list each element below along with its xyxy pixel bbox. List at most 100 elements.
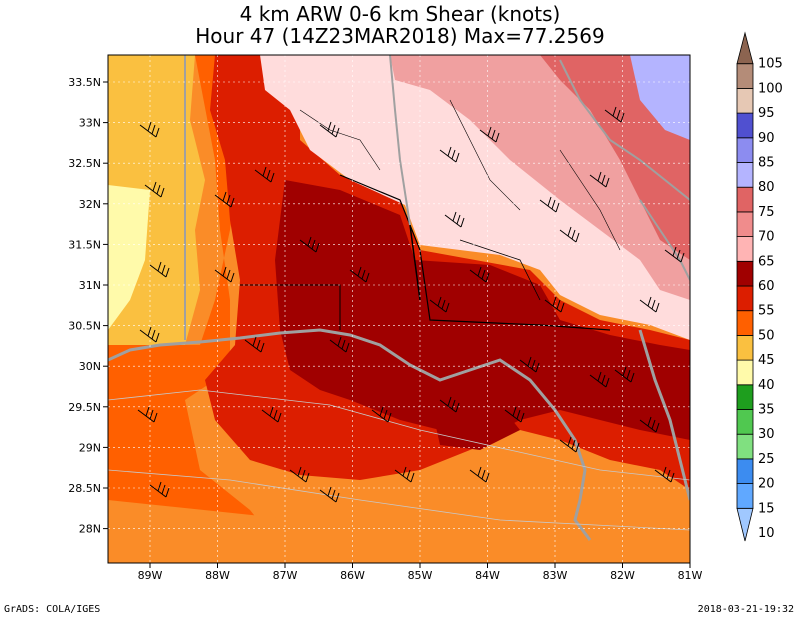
lat-label: 28.5N [68, 482, 101, 495]
colorbar-label: 60 [758, 279, 775, 294]
colorbar-swatch [736, 88, 754, 114]
wind-barb [139, 121, 160, 138]
colorbar-label: 70 [758, 230, 775, 245]
colorbar-swatch [736, 507, 754, 542]
colorbar-label: 80 [758, 180, 775, 195]
wind-barb [519, 356, 540, 373]
wind-barb [504, 406, 525, 423]
lon-label: 88W [205, 569, 230, 582]
map-fill [108, 55, 690, 563]
wind-barb [149, 261, 170, 278]
wind-barb [394, 466, 415, 483]
colorbar-label: 20 [758, 477, 775, 492]
chart-title: 4 km ARW 0-6 km Shear (knots) [239, 2, 561, 26]
wind-barb [559, 436, 580, 453]
wind-barb [664, 246, 685, 263]
colorbar-label: 40 [758, 378, 775, 393]
colorbar-swatch [736, 409, 754, 435]
colorbar-swatch [736, 236, 754, 262]
latitude-labels: 33.5N 33N 32.5N 32N 31.5N 31N 30.5N 30N 29.5N 29N… [68, 76, 108, 536]
wind-barb [299, 236, 320, 253]
lat-label: 32.5N [68, 157, 101, 170]
lat-label: 31N [79, 279, 101, 292]
colorbar-swatch [736, 458, 754, 484]
wind-barb [149, 481, 170, 498]
wind-barb [289, 466, 310, 483]
colorbar-swatch [736, 137, 754, 163]
wind-barb [604, 106, 625, 123]
wind-barb [639, 416, 660, 433]
wind-barb [349, 266, 370, 283]
colorbar-label: 10 [758, 526, 775, 541]
colorbar-swatch [736, 359, 754, 386]
wind-barb [439, 396, 460, 413]
wind-barb [539, 196, 560, 213]
colorbar-label: 45 [758, 353, 775, 368]
wind-barb [654, 466, 675, 483]
lon-label: 82W [610, 569, 635, 582]
wind-barb [639, 296, 660, 313]
lon-label: 86W [340, 569, 365, 582]
colorbar-swatch [736, 384, 754, 410]
lon-label: 81W [678, 569, 703, 582]
colorbar-swatch [736, 483, 754, 509]
wind-barb [559, 226, 580, 243]
colorbar-swatch [736, 162, 754, 188]
wind-barb [371, 406, 392, 423]
colorbar-label: 15 [758, 501, 775, 516]
lon-label: 87W [273, 569, 298, 582]
longitude-labels: 89W 88W 87W 86W 85W 84W 83W 82W 81W [138, 563, 703, 582]
lat-lon-grid [108, 55, 691, 563]
wind-barb [137, 406, 158, 423]
colorbar-swatch [736, 260, 754, 287]
colorbar-label: 30 [758, 427, 775, 442]
wind-barb [469, 266, 490, 283]
lat-label: 30.5N [68, 320, 101, 333]
colorbar-swatch [736, 211, 754, 237]
lat-label: 31.5N [68, 238, 101, 251]
colorbar-swatch [736, 334, 754, 361]
wind-barb [261, 406, 282, 423]
colorbar-label: 65 [758, 254, 775, 269]
lat-label: 32N [79, 198, 101, 211]
colorbar-swatch [736, 186, 754, 213]
colorbar-label: 95 [758, 106, 775, 121]
map-frame [107, 54, 691, 564]
colorbar-label: 50 [758, 328, 775, 343]
wind-barbs [137, 106, 685, 503]
colorbar-label: 90 [758, 131, 775, 146]
colorbar-swatch [736, 433, 754, 460]
lat-label: 33N [79, 117, 101, 130]
chart-subtitle: Hour 47 (14Z23MAR2018) Max=77.2569 [195, 24, 605, 48]
wind-barb [439, 146, 460, 163]
wind-barb [589, 171, 610, 188]
wind-barb [544, 296, 565, 313]
footer-timestamp: 2018-03-21-19:32 [697, 604, 794, 615]
wind-barb [479, 126, 500, 143]
lon-label: 85W [408, 569, 433, 582]
lon-label: 84W [475, 569, 500, 582]
colorbar-label: 75 [758, 205, 775, 220]
wind-barb [444, 211, 465, 228]
lat-label: 29.5N [68, 401, 101, 414]
wind-barb [429, 296, 450, 313]
wind-barb [254, 166, 275, 183]
wind-barb [614, 366, 635, 383]
lat-label: 30N [79, 360, 101, 373]
wind-barb [469, 466, 490, 483]
colorbar-swatch [736, 310, 754, 336]
lon-label: 83W [543, 569, 568, 582]
wind-barb [144, 181, 165, 198]
wind-barb [139, 326, 160, 343]
wind-barb [329, 336, 350, 353]
colorbar-label: 100 [758, 81, 783, 96]
colorbar-swatch [736, 285, 754, 312]
wind-barb [319, 121, 340, 138]
colorbar-label: 85 [758, 156, 775, 171]
wind-barb [589, 371, 610, 388]
colorbar: 10 15 20 25 30 35 40 45 50 55 60 65 70 75 80 85 90 95 100 1… [736, 31, 783, 542]
footer-credit: GrADS: COLA/IGES [4, 604, 101, 615]
lon-label: 89W [138, 569, 163, 582]
colorbar-swatch [736, 112, 754, 139]
